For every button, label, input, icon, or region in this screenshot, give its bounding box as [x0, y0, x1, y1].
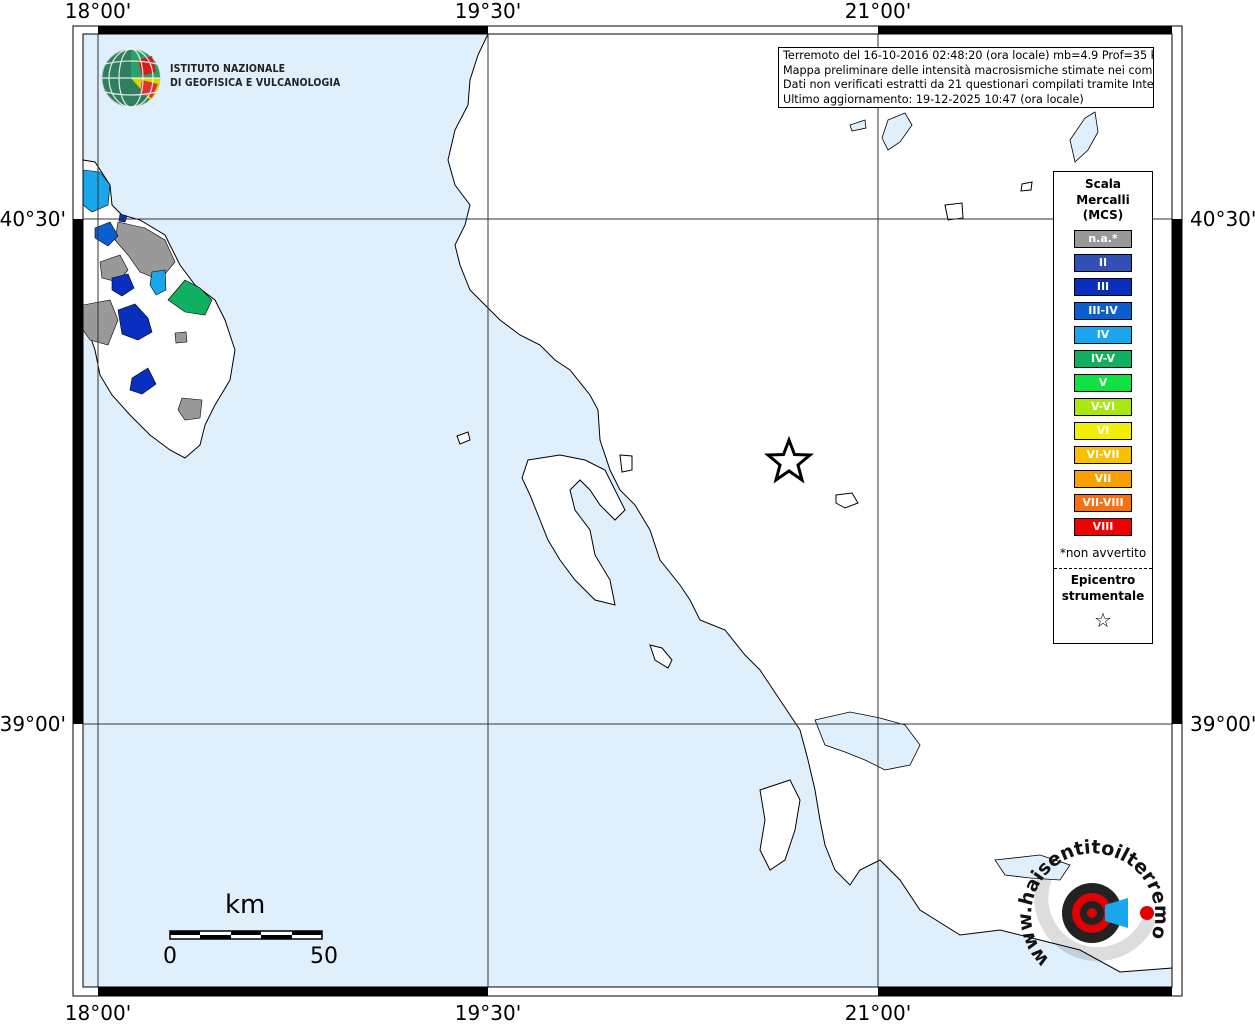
legend-epicenter-line1: Epicentro [1070, 573, 1136, 587]
comune-iii-3 [129, 367, 157, 395]
legend-item: IV [1074, 326, 1132, 344]
comune-iii-iv-1 [94, 221, 119, 247]
lake-3 [849, 119, 867, 132]
legend-item: VIII [1074, 518, 1132, 536]
comune-iv-2 [149, 269, 167, 296]
legend-title-line2: Mercalli [1076, 192, 1130, 207]
ingv-logo-icon [101, 48, 161, 108]
land-lefkada [759, 779, 801, 871]
land-islet-2 [456, 431, 471, 445]
legend-item: VI [1074, 422, 1132, 440]
tick-bottom-1: 18°00' [65, 1001, 131, 1024]
tick-right-1: 40°30' [1190, 207, 1255, 231]
tick-left-2: 39°00' [0, 712, 66, 736]
event-info-line3: Dati non verificati estratti da 21 quest… [783, 78, 1154, 92]
tick-bottom-2: 19°30' [455, 1001, 521, 1024]
graticule [83, 34, 1172, 987]
comune-na-4 [177, 397, 203, 421]
event-info-box: Terremoto del 16-10-2016 02:48:20 (ora l… [778, 47, 1154, 108]
ingv-name-line2: DI GEOFISICA E VULCANOLOGIA [170, 76, 341, 89]
comune-iii-2 [117, 303, 153, 341]
legend-item: II [1074, 254, 1132, 272]
land-islet-1 [835, 492, 859, 509]
scale-bar [169, 930, 323, 940]
legend-title: Scala Mercalli (MCS) [1054, 177, 1152, 224]
legend-note: *non avvertito [1059, 546, 1147, 560]
legend-item: III-IV [1074, 302, 1132, 320]
land-islet-5 [619, 454, 633, 473]
legend-epicenter-star-icon: ☆ [1094, 608, 1112, 632]
scale-max: 50 [310, 944, 338, 969]
comune-iii-1 [111, 273, 135, 297]
scale-min: 0 [163, 944, 177, 969]
land-corfu [521, 454, 626, 606]
lake-2 [1069, 111, 1099, 163]
tick-left-1: 40°30' [0, 207, 66, 231]
legend-separator [1054, 568, 1152, 569]
tick-top-2: 19°30' [455, 0, 521, 23]
comune-na-5 [174, 331, 188, 344]
land-islet-3 [944, 202, 964, 221]
legend-item: VII-VIII [1074, 494, 1132, 512]
comune-iv-v-1 [167, 279, 213, 316]
intensity-legend: Scala Mercalli (MCS) n.a.* II III III-IV IV I… [1053, 171, 1153, 644]
legend-item: V-VI [1074, 398, 1132, 416]
tick-bottom-3: 21°00' [845, 1001, 911, 1024]
tick-top-3: 21°00' [845, 0, 911, 23]
legend-item: V [1074, 374, 1132, 392]
gulf-ambracian [814, 711, 921, 771]
event-info-line4: Ultimo aggiornamento: 19-12-2025 10:47 (… [783, 92, 1084, 106]
legend-epicenter-label: Epicentro strumentale [1054, 572, 1152, 604]
land-paxos [649, 644, 673, 669]
legend-title-line3: (MCS) [1082, 208, 1124, 222]
legend-item: VI-VII [1074, 446, 1132, 464]
land-balkans [447, 33, 1173, 973]
event-info-line1: Terremoto del 16-10-2016 02:48:20 (ora l… [783, 49, 1154, 62]
land-islet-4 [1020, 181, 1033, 192]
tick-top-1: 18°00' [65, 0, 131, 23]
legend-item: VII [1074, 470, 1132, 488]
epicenter-star [764, 435, 814, 484]
legend-title-line1: Scala [1084, 177, 1122, 191]
tick-right-2: 39°00' [1190, 712, 1255, 736]
legend-epicenter-line2: strumentale [1061, 589, 1145, 603]
legend-item: n.a.* [1074, 230, 1132, 248]
ingv-name: ISTITUTO NAZIONALE DI GEOFISICA E VULCAN… [170, 63, 340, 90]
scale-unit: km [225, 890, 266, 920]
lake-1 [881, 112, 913, 151]
frame-scale-bars [73, 26, 1182, 996]
lake-4 [994, 854, 1071, 881]
legend-item: IV-V [1074, 350, 1132, 368]
event-info-line2: Mappa preliminare delle intensità macros… [783, 63, 1154, 77]
legend-item: III [1074, 278, 1132, 296]
ingv-name-line1: ISTITUTO NAZIONALE [170, 63, 286, 75]
